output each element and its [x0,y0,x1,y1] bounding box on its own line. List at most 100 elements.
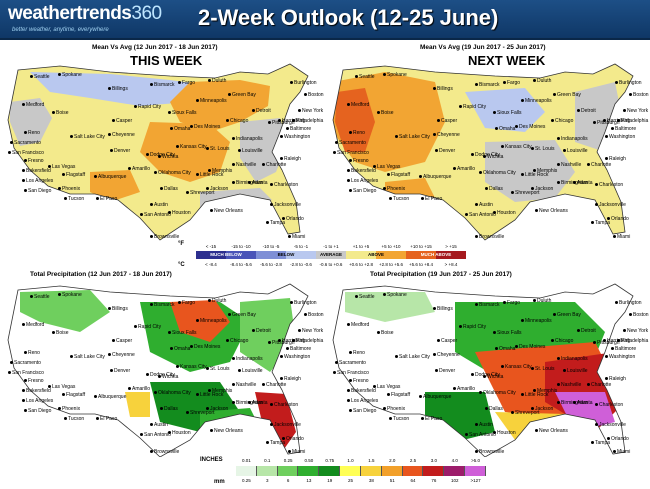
city-label-bakersfield-map1: Bakersfield [347,168,376,174]
city-label-des-moines-map0: Des Moines [189,124,221,130]
temp-legend-category-4: MUCH ABOVE [420,252,452,257]
city-label-sacramento-map3: Sacramento [335,360,366,366]
precip-legend-in-4: 0.75 [325,458,335,463]
temp-legend-c-5: +0.6 to +2.8 [348,262,374,267]
precip-legend-in-10: 4.0 [451,458,458,463]
city-label-casper-map1: Casper [436,118,458,124]
city-label-denver-map0: Denver [109,148,131,154]
city-label-houston-map0: Houston [168,210,191,216]
city-label-austin-map2: Austin [150,422,168,428]
city-label-el-paso-map1: El Paso [420,196,443,202]
city-label-minneapolis-map2: Minneapolis [196,318,227,324]
city-label-chicago-map1: Chicago [550,118,574,124]
city-label-fresno-map0: Fresno [24,158,44,164]
precip-legend-mm-1: 3 [265,478,269,483]
city-label-burlington-map1: Burlington [615,80,642,86]
precip-legend-swatch-4 [319,466,341,476]
city-label-shreveport-map2: Shreveport [185,410,215,416]
city-label-duluth-map3: Duluth [532,298,552,304]
legend-unit-f: °F [178,241,185,247]
city-label-las-vegas-map3: Las Vegas [372,384,401,390]
map-temp-next-week [332,63,634,241]
precip-legend-swatch-2 [277,466,299,476]
city-label-indianapolis-map2: Indianapolis [232,356,263,362]
city-label-dallas-map2: Dallas [160,406,178,412]
city-label-spokane-map1: Spokane [383,72,407,78]
city-label-sioux-falls-map3: Sioux Falls [492,330,522,336]
city-label-flagstaff-map0: Flagstaff [61,172,86,178]
precip-legend-mm-6: 38 [368,478,374,483]
city-label-billings-map0: Billings [108,86,128,92]
city-label-st-louis-map2: St. Louis [205,366,230,372]
temp-legend-f-6: +5 to +10 [381,244,401,249]
city-label-sacramento-map0: Sacramento [10,140,41,146]
city-label-phoenix-map3: Phoenix [382,406,406,412]
map-temp-this-week [7,63,309,241]
precip-legend-swatch-0 [236,466,257,476]
temp-legend-swatch-2 [256,251,286,259]
city-label-denver-map1: Denver [434,148,456,154]
city-label-st-louis-map1: St. Louis [530,146,555,152]
city-label-fresno-map3: Fresno [349,378,369,384]
city-label-dallas-map1: Dallas [485,186,503,192]
precip-legend-swatch-8 [402,466,424,476]
city-label-oklahoma-city-map1: Oklahoma City [479,170,516,176]
temp-legend-swatch-0 [196,251,226,259]
precip-legend-in-11: >5.0 [471,458,480,463]
city-label-houston-map2: Houston [168,430,191,436]
city-label-spokane-map3: Spokane [383,292,407,298]
city-label-chicago-map3: Chicago [550,338,574,344]
precip-legend-in-0: 0.01 [242,458,251,463]
temp-legend-category-0: MUCH BELOW [210,252,242,257]
precip-legend-bar [236,466,486,476]
city-label-amarillo-map3: Amarillo [452,386,476,392]
city-label-detroit-map0: Detroit [252,108,271,114]
city-label-las-vegas-map1: Las Vegas [372,164,401,170]
precip-legend-in-6: 1.5 [368,458,375,463]
city-label-atlanta-map3: Atlanta [573,400,593,406]
city-label-omaha-map1: Omaha [494,126,516,132]
temp-legend-category-2: AVERAGE [320,252,342,257]
precip-legend-in-1: 0.1 [264,458,271,463]
city-label-cheyenne-map1: Cheyenne [433,132,460,138]
city-label-rapid-city-map0: Rapid City [133,104,162,110]
city-label-new-york-map1: New York [622,108,649,114]
city-label-casper-map0: Casper [111,118,133,124]
city-label-seattle-map2: Seattle [30,294,50,300]
city-label-san-diego-map0: San Diego [23,188,52,194]
city-label-new-orleans-map2: New Orleans [210,428,243,434]
city-label-miami-map1: Miami [612,234,631,240]
precip-legend-mm-5: 25 [348,478,354,483]
city-label-pittsburgh-map0: Pittsburgh [268,120,295,126]
city-label-san-diego-map3: San Diego [348,408,377,414]
city-label-jackson-map1: Jackson [530,186,554,192]
temp-legend-c-4: -0.6 to +0.6 [319,262,343,267]
city-label-new-york-map3: New York [622,328,649,334]
city-label-fargo-map1: Fargo [502,80,521,86]
city-label-memphis-map0: Memphis [207,168,233,174]
city-label-billings-map3: Billings [433,306,453,312]
city-label-wichita-map0: Wichita [157,154,179,160]
city-label-oklahoma-city-map2: Oklahoma City [154,390,191,396]
city-label-albuquerque-map2: Albuquerque [93,394,127,400]
city-label-austin-map1: Austin [475,202,493,208]
city-label-boise-map2: Boise [52,330,69,336]
city-label-duluth-map2: Duluth [207,298,227,304]
city-label-spokane-map0: Spokane [58,72,82,78]
panel-subtitle-temp-next: Mean Vs Avg (19 Jun 2017 - 25 Jun 2017) [420,44,546,51]
city-label-cheyenne-map0: Cheyenne [108,132,135,138]
city-label-raleigh-map3: Raleigh [605,376,626,382]
city-label-jackson-map3: Jackson [530,406,554,412]
precip-legend-mm-3: 13 [306,478,312,483]
city-label-boston-map3: Boston [629,312,649,318]
city-label-cheyenne-map3: Cheyenne [433,352,460,358]
precip-legend-mm-9: 76 [431,478,437,483]
city-label-baltimore-map1: Baltimore [610,126,637,132]
city-label-washington-map1: Washington [604,134,636,140]
logo-number: 360 [131,3,162,24]
city-label-san-antonio-map3: San Antonio [465,432,496,438]
city-label-new-orleans-map3: New Orleans [535,428,568,434]
city-label-burlington-map0: Burlington [290,80,317,86]
temp-legend-f-row: < -15 -15 to -10 -10 to -5 -5 to -1 -1 to +1… [196,243,466,250]
city-label-raleigh-map1: Raleigh [605,156,626,162]
